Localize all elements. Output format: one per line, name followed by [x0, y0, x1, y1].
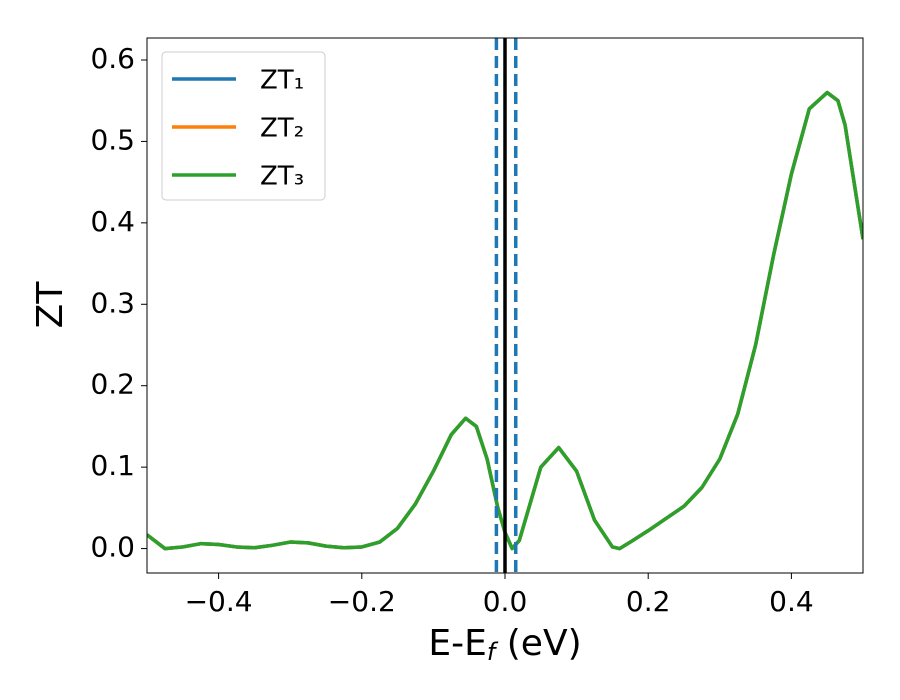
- legend-label: ZT₁: [260, 66, 304, 96]
- y-tick-label: 0.6: [90, 42, 135, 75]
- x-tick-label: 0.2: [626, 585, 671, 618]
- y-tick-label: 0.5: [90, 123, 135, 156]
- y-tick-label: 0.0: [90, 531, 135, 564]
- series-line: [147, 90, 863, 551]
- x-axis-label: E-Ef (eV): [428, 623, 581, 666]
- x-tick-label: −0.2: [328, 585, 396, 618]
- y-tick-label: 0.3: [90, 286, 135, 319]
- y-tick-label: 0.2: [90, 368, 135, 401]
- legend-box: [161, 51, 326, 201]
- plot-frame: [146, 37, 864, 574]
- x-tick-label: 0.4: [769, 585, 814, 618]
- x-tick-label: −0.4: [185, 585, 253, 618]
- x-tick-label: 0.0: [483, 585, 528, 618]
- legend-label: ZT₂: [260, 114, 304, 144]
- y-axis-label: ZT: [30, 281, 71, 329]
- legend-label: ZT₃: [260, 162, 304, 192]
- y-tick-label: 0.4: [90, 205, 135, 238]
- y-tick-label: 0.1: [90, 449, 135, 482]
